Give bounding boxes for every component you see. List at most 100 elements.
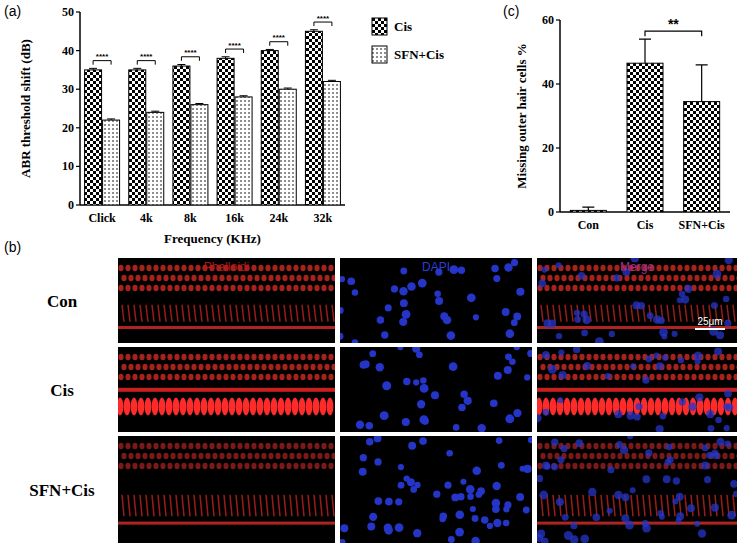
hair-cell <box>572 265 577 271</box>
hair-cell <box>293 354 298 360</box>
hair-cell <box>285 398 292 416</box>
y-tick <box>556 83 560 84</box>
pillar <box>152 495 154 516</box>
hair-cell <box>219 453 224 459</box>
nucleus <box>385 304 392 311</box>
hair-cell <box>216 463 221 469</box>
hair-cell <box>656 443 661 449</box>
hair-cell <box>607 285 612 291</box>
error-bar <box>639 39 651 63</box>
hair-cell <box>722 364 727 370</box>
bar <box>217 58 234 205</box>
hair-cell <box>195 374 200 380</box>
nucleus <box>662 355 668 361</box>
hair-cell <box>216 354 221 360</box>
hair-cell <box>125 285 130 291</box>
hair-cell <box>331 275 335 281</box>
hair-cell <box>279 354 284 360</box>
hair-cell <box>300 443 305 449</box>
error-bar <box>284 88 292 89</box>
hair-cell <box>265 374 270 380</box>
hair-cell <box>229 398 236 416</box>
nucleus <box>656 362 664 370</box>
pillar <box>649 495 651 516</box>
nucleus <box>504 263 512 271</box>
nucleus <box>421 417 429 425</box>
nucleus <box>413 529 421 537</box>
hair-cell <box>177 453 182 459</box>
hair-cell <box>215 398 222 416</box>
nucleus <box>679 291 686 298</box>
nucleus <box>548 365 557 374</box>
hair-cell <box>271 398 278 416</box>
hair-cell <box>670 265 675 271</box>
hair-cell <box>614 265 619 271</box>
hair-cell <box>579 265 584 271</box>
hair-cell <box>289 364 294 370</box>
hair-cell <box>160 354 165 360</box>
hair-cell <box>557 398 564 416</box>
hair-cell <box>300 265 305 271</box>
hair-cell <box>138 398 145 416</box>
hair-cell <box>145 398 152 416</box>
hair-cell <box>715 364 720 370</box>
nucleus <box>712 452 719 459</box>
hair-cell <box>257 398 264 416</box>
hair-cell <box>729 453 734 459</box>
hair-cell <box>184 453 189 459</box>
y-tick-label: 60 <box>542 13 554 27</box>
hair-cell <box>188 374 193 380</box>
hair-cell <box>596 364 601 370</box>
y-tick <box>76 204 80 205</box>
nucleus <box>382 381 391 390</box>
hair-cell <box>642 285 647 291</box>
micrograph-content <box>118 265 335 329</box>
hair-cell <box>736 364 737 370</box>
y-tick-label: 0 <box>548 205 554 219</box>
nucleus <box>663 475 671 483</box>
hair-cell <box>170 275 175 281</box>
scale-bar-label: 25μm <box>697 316 722 327</box>
hair-cell <box>184 364 189 370</box>
nucleus <box>431 391 439 399</box>
nucleus <box>494 372 502 380</box>
row-label: Cis <box>50 381 74 400</box>
pillar <box>308 495 310 516</box>
nucleus <box>400 299 408 307</box>
hair-cell <box>202 443 207 449</box>
nucleus <box>725 258 733 264</box>
hair-cell <box>733 354 737 360</box>
nucleus <box>455 528 464 537</box>
pillar <box>260 495 262 516</box>
hair-cell <box>670 374 675 380</box>
error-bar <box>240 96 248 97</box>
nucleus <box>504 366 512 374</box>
hair-cell <box>118 374 123 380</box>
nucleus <box>434 291 441 298</box>
pillar <box>619 305 621 322</box>
hair-cell <box>125 374 130 380</box>
hair-cell <box>722 275 727 281</box>
hair-cell <box>621 374 626 380</box>
hair-cell <box>586 443 591 449</box>
hair-cell <box>254 275 259 281</box>
hair-cell <box>610 364 615 370</box>
hair-cell <box>170 453 175 459</box>
nucleus <box>560 445 567 452</box>
pillar-band <box>118 326 335 329</box>
hair-cell <box>628 443 633 449</box>
hair-cell <box>118 285 123 291</box>
y-tick-label: 0 <box>68 198 74 212</box>
pillar <box>278 495 280 516</box>
nucleus <box>413 379 419 385</box>
nucleus <box>542 351 550 359</box>
hair-cell <box>201 398 208 416</box>
hair-cell <box>572 374 577 380</box>
hair-cell <box>152 398 159 416</box>
pillar <box>290 495 292 516</box>
nucleus <box>472 515 479 522</box>
nucleus <box>493 519 501 527</box>
hair-cell <box>551 374 556 380</box>
hair-cell <box>272 374 277 380</box>
hair-cell <box>314 374 319 380</box>
